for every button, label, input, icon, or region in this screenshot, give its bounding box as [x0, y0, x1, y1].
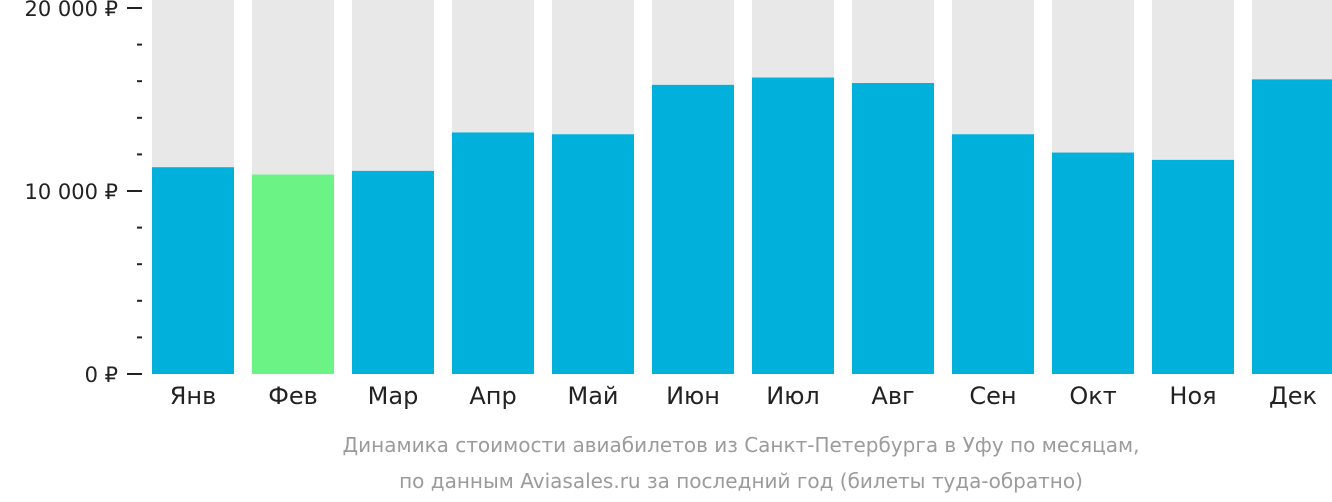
x-tick-label: Июн [666, 382, 720, 410]
x-tick-label: Янв [170, 382, 217, 410]
x-tick-label: Авг [871, 382, 914, 410]
bar [452, 132, 534, 374]
y-tick-label: 20 000 ₽ [24, 0, 118, 21]
y-tick-label: 0 ₽ [85, 363, 118, 387]
bar [652, 84, 734, 375]
bar [1252, 79, 1332, 375]
x-tick-label: Ноя [1169, 382, 1216, 410]
caption-line-2: по данным Aviasales.ru за последний год … [399, 469, 1083, 493]
bar [852, 83, 934, 374]
x-tick-label: Окт [1069, 382, 1116, 410]
x-tick-label: Фев [268, 382, 318, 410]
y-axis: 0 ₽ 10 000 ₽ 20 000 ₽ [24, 0, 142, 387]
bar [752, 77, 834, 374]
x-tick-label: Сен [969, 382, 1016, 410]
bar [152, 167, 234, 374]
y-tick-label: 10 000 ₽ [24, 180, 118, 204]
x-tick-label: Май [567, 382, 618, 410]
bar [552, 134, 634, 374]
x-tick-label: Апр [469, 382, 516, 410]
bar [252, 174, 334, 374]
x-axis: Янв Фев Мар Апр Май Июн Июл Авг Сен Окт Ноя Дек [170, 382, 1317, 410]
bar [952, 134, 1034, 374]
caption-line-1: Динамика стоимости авиабилетов из Санкт-… [343, 433, 1140, 457]
bars [152, 0, 1332, 375]
x-tick-label: Мар [368, 382, 419, 410]
bar [352, 170, 434, 374]
bar [1152, 159, 1234, 374]
bar [1052, 152, 1134, 374]
x-tick-label: Июл [766, 382, 820, 410]
chart-caption: Динамика стоимости авиабилетов из Санкт-… [343, 433, 1140, 493]
x-tick-label: Дек [1269, 382, 1317, 410]
